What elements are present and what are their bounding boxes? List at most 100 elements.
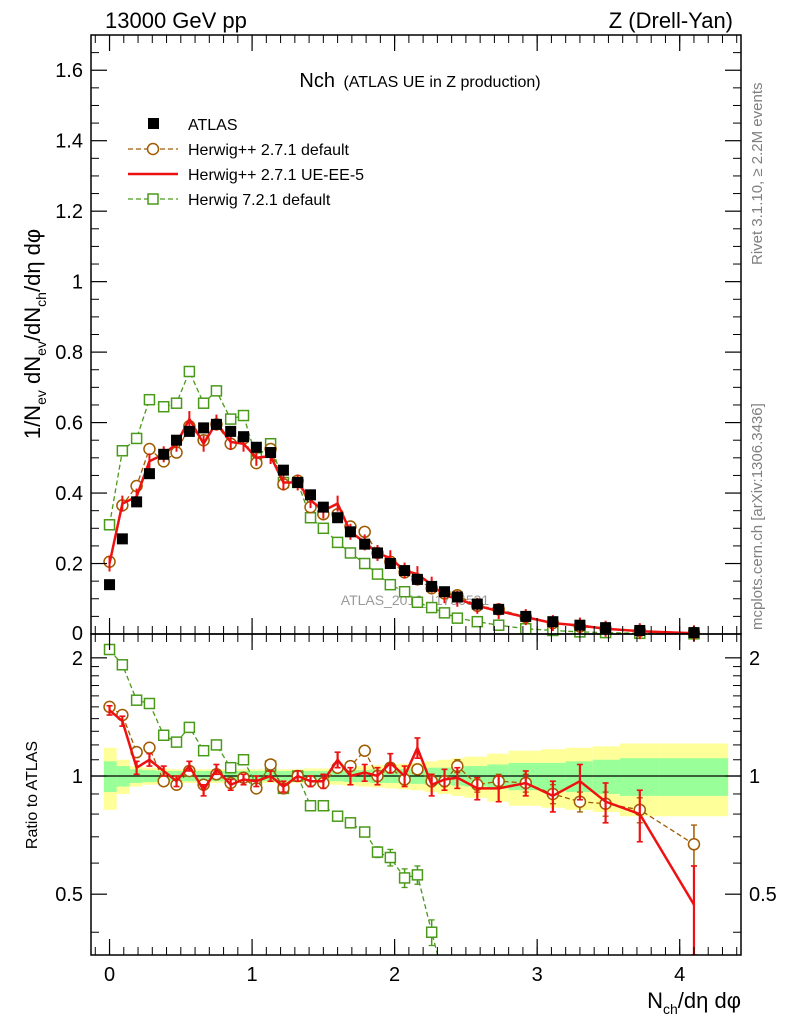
legend-marker-square (147, 193, 159, 205)
herwig7-point (116, 445, 129, 457)
main-panel: ATLAS_2019_I1736531 0.20.40.60.811.21.41… (20, 34, 742, 645)
header-left: 13000 GeV pp (105, 8, 247, 33)
main-title: Nch (ATLAS UE in Z production) (299, 70, 540, 92)
ratio-herwig7-point (304, 799, 317, 812)
ratio-xtick-label: 1 (247, 964, 258, 986)
atlas-point (238, 431, 250, 443)
legend-label: Herwig++ 2.7.1 default (188, 142, 350, 159)
ratio-herwig7-point (411, 869, 424, 881)
ratio-herwig7-point (130, 694, 143, 706)
ratio-herwigpp-default-point (157, 774, 170, 788)
main-ytick-zero-label: 0 (72, 623, 83, 645)
x-axis-label: Nch/dη dφ (647, 988, 741, 1017)
ratio-herwigpp-default-point (687, 838, 701, 851)
legend-entry: Herwig 7.2.1 default (128, 192, 331, 209)
ratio-ytick-label: 0.5 (55, 884, 83, 906)
ratio-herwig7-point (358, 826, 371, 838)
atlas-point (210, 418, 222, 430)
herwig7-point (197, 397, 210, 409)
atlas-point (384, 558, 396, 570)
herwig7-point (471, 615, 484, 628)
atlas-point (143, 468, 155, 480)
band-inner (659, 758, 729, 796)
legend-entry: Herwig++ 2.7.1 UE-EE-5 (128, 167, 364, 184)
atlas-point (158, 448, 170, 460)
atlas-point (183, 425, 195, 437)
atlas-point (372, 547, 384, 559)
herwig7-point (358, 557, 371, 570)
atlas-point (600, 622, 612, 634)
atlas-point (547, 616, 559, 628)
herwig7-point (344, 547, 357, 559)
atlas-point (493, 603, 505, 615)
ratio-herwigpp-default-point (411, 763, 424, 776)
atlas-point (439, 586, 451, 598)
legend-marker-atlas (148, 118, 159, 129)
atlas-point (250, 441, 262, 453)
ratio-plot-area (91, 643, 741, 986)
legend-entry: Herwig++ 2.7.1 default (128, 142, 350, 159)
atlas-point (277, 464, 289, 476)
ratio-herwig7-point (210, 739, 223, 751)
herwig7-point (143, 393, 156, 406)
header-right: Z (Drell-Yan) (609, 8, 733, 33)
herwig7-point (210, 385, 223, 397)
ratio-herwigpp-default-point (358, 744, 371, 757)
main-ytick-label: 0.4 (55, 483, 83, 505)
main-ytick-label: 1.4 (55, 131, 83, 153)
legend: ATLAS Herwig++ 2.7.1 default Herwig++ 2.7.… (128, 117, 364, 209)
atlas-point (104, 579, 116, 591)
atlas-point (399, 565, 411, 577)
ratio-xtick-label: 4 (674, 964, 685, 986)
herwig7-point (304, 511, 317, 524)
herwig7-point (384, 578, 397, 591)
ratio-y-label: Ratio to ATLAS (24, 741, 41, 849)
atlas-point (471, 598, 483, 610)
legend-entry: ATLAS (148, 117, 238, 134)
herwig7-point (157, 400, 170, 413)
ratio-herwig7-point (440, 976, 450, 986)
atlas-point (344, 526, 356, 538)
legend-marker-circle (146, 142, 160, 156)
legend-label: Herwig 7.2.1 default (188, 192, 331, 209)
legend-label: Herwig++ 2.7.1 UE-EE-5 (188, 167, 364, 184)
main-ytick-label: 1.6 (55, 60, 83, 82)
atlas-point (411, 573, 423, 585)
atlas-point (116, 533, 128, 545)
herwig7-point (183, 365, 196, 378)
ratio-xtick-label: 0 (104, 964, 115, 986)
ratio-herwig7-point (237, 754, 250, 766)
ratio-ytick-label-right: 0.5 (749, 884, 777, 906)
rivet-label: Rivet 3.1.10, ≥ 2.2M events (749, 83, 766, 266)
atlas-point (225, 425, 237, 437)
ratio-ytick-label: 2 (72, 648, 83, 670)
ratio-herwig7-point (398, 872, 411, 884)
ratio-ytick-label-right: 1 (749, 766, 760, 788)
atlas-point (131, 496, 143, 508)
ratio-herwig7-line (109, 649, 439, 955)
herwigpp-default-point (143, 442, 156, 456)
herwig7-point (317, 522, 330, 535)
main-ytick-label: 0.8 (55, 342, 83, 364)
main-ytick-label: 1 (72, 272, 83, 294)
herwig7-point (492, 619, 505, 631)
atlas-point (305, 489, 317, 501)
herwig7-point (237, 409, 250, 422)
ratio-herwigpp-default-point (264, 758, 277, 771)
ratio-herwig7-point (384, 851, 397, 864)
ratio-ytick-label-right: 2 (749, 648, 760, 670)
atlas-point (520, 610, 532, 622)
ratio-panel: 0.5 0.5 1 1 2 2 0 1 2 3 4 Ratio to ATLAS Nch/dη dφ (24, 633, 777, 1017)
herwig7-point (398, 585, 411, 598)
y-axis-label: 1/Nev dNev/dNch/dη dφ (20, 229, 49, 439)
main-title-name: Nch (299, 70, 335, 92)
ratio-ticks: 0.5 0.5 1 1 2 2 0 1 2 3 4 (55, 634, 777, 986)
ratio-herwig7-point (170, 736, 183, 748)
herwig7-point (451, 612, 464, 624)
herwig7-point (130, 432, 143, 445)
atlas-point (171, 434, 183, 446)
legend-label: ATLAS (188, 117, 238, 134)
herwig7-point (331, 536, 344, 549)
atlas-point (265, 447, 277, 459)
atlas-point (574, 619, 586, 631)
